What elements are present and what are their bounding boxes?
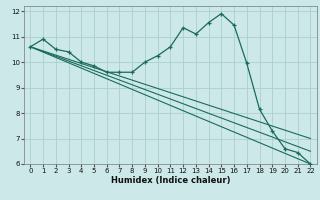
X-axis label: Humidex (Indice chaleur): Humidex (Indice chaleur) [111,176,230,185]
